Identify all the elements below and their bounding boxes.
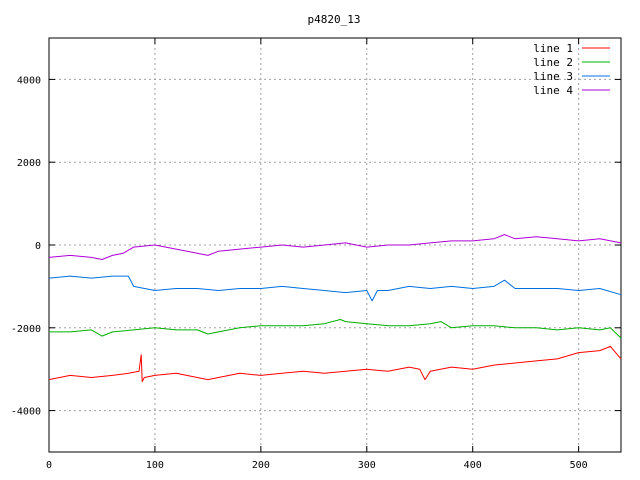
legend-label-4: line 4 <box>533 84 573 97</box>
series-line-4 <box>48 234 622 260</box>
y-tick-label: -4000 <box>11 407 41 418</box>
y-tick-label: -2000 <box>11 324 41 335</box>
x-tick-label: 300 <box>358 460 376 471</box>
y-tick-label: 2000 <box>17 158 41 169</box>
x-tick-label: 500 <box>570 460 588 471</box>
series-line-1 <box>48 345 622 383</box>
axes: 0 100 200 300 400 500 -4000 -2000 0 2000 4000 <box>11 37 622 471</box>
series-line-3 <box>48 275 622 302</box>
chart-title: p4820_13 <box>308 13 361 26</box>
grid <box>49 38 621 452</box>
series-group <box>48 234 622 383</box>
legend-label-1: line 1 <box>533 42 573 55</box>
y-tick-label: 4000 <box>17 75 41 86</box>
x-tick-label: 100 <box>146 460 164 471</box>
series-line-2 <box>49 319 622 339</box>
legend-label-3: line 3 <box>533 70 573 83</box>
y-tick-label: 0 <box>35 241 41 252</box>
legend-label-2: line 2 <box>533 56 573 69</box>
x-tick-label: 0 <box>46 460 52 471</box>
x-tick-label: 400 <box>464 460 482 471</box>
x-tick-label: 200 <box>252 460 270 471</box>
